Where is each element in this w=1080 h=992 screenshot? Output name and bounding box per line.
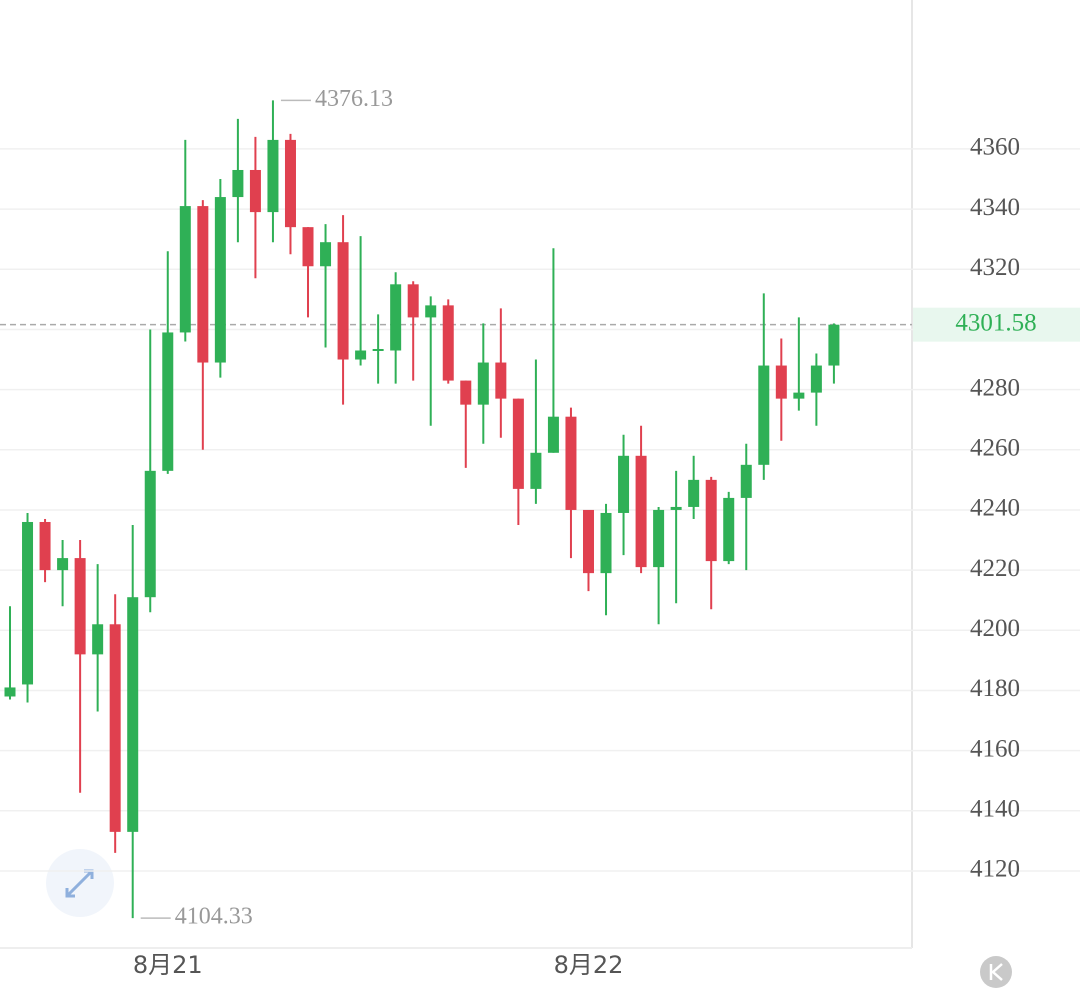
k-button[interactable] <box>980 956 1012 988</box>
candle-body <box>74 558 86 655</box>
candle-body <box>57 558 69 571</box>
candle-body <box>197 206 209 363</box>
candle-body <box>705 479 717 562</box>
candle-body <box>92 624 104 655</box>
y-tick-label: 4340 <box>970 194 1020 221</box>
candle-body <box>758 365 770 465</box>
candle-body <box>407 284 419 318</box>
y-tick-label: 4180 <box>970 675 1020 702</box>
last-price-box <box>913 307 1080 342</box>
candle-body <box>442 305 454 381</box>
annotation: 4376.13 <box>315 86 393 112</box>
candle-body <box>232 169 244 198</box>
candle-body <box>740 464 752 498</box>
y-tick-label: 4220 <box>970 555 1020 582</box>
y-tick-label: 4260 <box>970 435 1020 462</box>
candle-body <box>39 521 51 571</box>
candle-body <box>565 416 577 510</box>
candle-body <box>179 206 191 333</box>
annotation: 4104.33 <box>175 904 253 930</box>
y-tick-label: 4240 <box>970 495 1020 522</box>
candle-body <box>390 284 402 351</box>
candle-body <box>530 452 542 489</box>
candle-body <box>284 139 296 228</box>
candle-body <box>600 512 612 574</box>
candle-body <box>460 380 472 405</box>
candle-body <box>425 305 437 318</box>
candle-body <box>355 350 367 360</box>
x-tick-label: 8月22 <box>554 951 624 979</box>
candle-body <box>512 398 524 489</box>
y-tick-label: 4320 <box>970 254 1020 281</box>
y-tick-label: 4140 <box>970 796 1020 823</box>
expand-button[interactable] <box>46 849 114 917</box>
candle-body <box>267 139 279 213</box>
candle-body <box>249 169 261 213</box>
candle-body <box>775 365 787 399</box>
candle-body <box>723 497 735 562</box>
candle-body <box>127 597 139 832</box>
y-tick-label: 4160 <box>970 735 1020 762</box>
candle-body <box>793 392 805 399</box>
candle-body <box>372 348 384 351</box>
y-tick-label: 4120 <box>970 856 1020 883</box>
candle-body <box>320 242 332 267</box>
candle-body <box>495 362 507 399</box>
candle-body <box>582 509 594 574</box>
candle-body <box>477 362 489 405</box>
y-tick-label: 4280 <box>970 374 1020 401</box>
y-tick-label: 4360 <box>970 134 1020 161</box>
candle-body <box>828 324 840 366</box>
last-price-label: 4301.58 <box>955 309 1036 336</box>
x-tick-label: 8月21 <box>133 951 203 979</box>
candle-body <box>337 242 349 360</box>
candle-body <box>618 455 630 513</box>
candle-body <box>302 227 314 267</box>
candle-body <box>162 332 174 471</box>
candle-body <box>653 509 665 568</box>
candle-body <box>109 624 121 832</box>
candle-body <box>214 197 226 363</box>
candle-body <box>144 470 156 598</box>
candle-body <box>22 521 34 685</box>
candle-body <box>4 687 16 697</box>
candle-body <box>635 455 647 568</box>
candle-body <box>547 416 559 453</box>
candle-body <box>810 365 822 393</box>
candle-body <box>670 506 682 510</box>
y-tick-label: 4200 <box>970 615 1020 642</box>
candle-body <box>688 479 700 507</box>
